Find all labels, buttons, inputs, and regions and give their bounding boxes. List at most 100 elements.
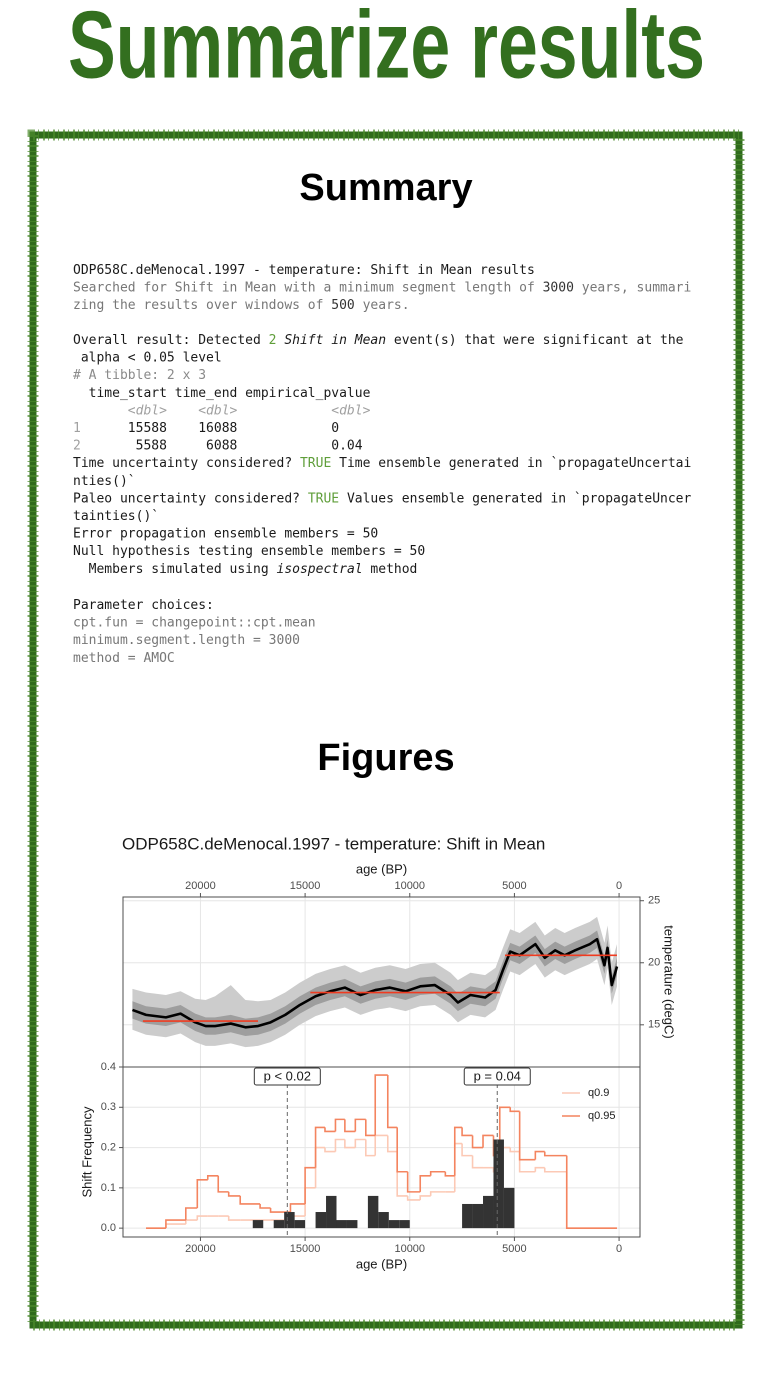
threshold-step <box>259 1203 271 1209</box>
console-line: Members simulated using isospectral meth… <box>73 561 417 576</box>
threshold-step <box>534 1166 545 1172</box>
threshold-step <box>453 1126 463 1176</box>
console-line: zing the results over windows of 500 yea… <box>73 298 410 313</box>
threshold-step <box>227 1216 241 1221</box>
console-line: 1 15588 16088 0 <box>73 421 339 436</box>
console-line: Time uncertainty considered? TRUE Time e… <box>73 456 691 471</box>
console-line: ODP658C.deMenocal.1997 - temperature: Sh… <box>73 263 535 278</box>
threshold-step <box>471 1155 484 1169</box>
legend-label: q0.95 <box>588 1110 616 1122</box>
threshold-step <box>365 1119 376 1137</box>
console-span: 2 <box>269 333 277 348</box>
console-line: tainties()` <box>73 509 159 524</box>
threshold-step <box>314 1126 325 1168</box>
x-tick-label: 10000 <box>394 880 425 892</box>
console-span: event(s) that were significant at the <box>386 333 684 348</box>
histogram-bar <box>273 1220 285 1229</box>
threshold-step <box>471 1135 484 1149</box>
threshold-step <box>344 1139 356 1149</box>
threshold-step <box>419 1195 431 1200</box>
threshold-step <box>217 1175 229 1193</box>
threshold-step <box>386 1075 398 1129</box>
console-line: alpha < 0.05 level <box>73 350 222 365</box>
histogram-bar <box>336 1220 347 1229</box>
threshold-step <box>196 1215 208 1221</box>
console-span: 3000 <box>543 280 574 295</box>
console-span: Values ensemble generated in `propagateU… <box>339 491 691 506</box>
histogram-bar <box>252 1220 264 1229</box>
median-line <box>131 937 619 1029</box>
histogram-bar <box>326 1195 337 1229</box>
console-span: tainties()` <box>73 509 159 524</box>
panel-data <box>123 897 640 1067</box>
threshold-step <box>324 1147 336 1153</box>
annotation-box <box>463 1067 531 1086</box>
console-span: TRUE <box>300 456 331 471</box>
x-tick-label: 5000 <box>502 880 526 892</box>
histogram-bar <box>493 1139 504 1229</box>
console-span: Error propagation ensemble members = 50 <box>73 526 378 541</box>
console-line: minimum.segment.length = 3000 <box>73 633 300 648</box>
y-tick-label: 15 <box>648 1019 660 1031</box>
threshold-step <box>518 1111 536 1161</box>
console-line: method = AMOC <box>73 650 175 665</box>
console-line: # A tibble: 2 x 3 <box>73 368 206 383</box>
threshold-step <box>165 1219 186 1229</box>
console-span: method = AMOC <box>73 650 175 665</box>
chart-title: ODP658C.deMenocal.1997 - temperature: Sh… <box>122 834 545 853</box>
y-tick-label: 0.4 <box>101 1061 116 1073</box>
x-tick-label: 20000 <box>185 880 216 892</box>
x-tick-label: 5000 <box>502 1243 526 1255</box>
x-tick-label: 0 <box>616 1243 622 1255</box>
console-span: Shift in Mean <box>284 333 386 348</box>
y-tick-label: 20 <box>648 957 660 969</box>
histogram-bar <box>462 1203 473 1229</box>
console-line: Paleo uncertainty considered? TRUE Value… <box>73 491 691 506</box>
threshold-step <box>543 1167 567 1173</box>
threshold-step <box>509 1147 520 1153</box>
console-span: Overall result: Detected <box>73 333 269 348</box>
console-span: Members simulated using <box>73 561 277 576</box>
threshold-step <box>334 1138 345 1152</box>
console-span: <dbl> <dbl> <dbl> <box>73 403 371 418</box>
threshold-step <box>206 1174 219 1180</box>
console-span: 1 <box>73 421 81 436</box>
x-tick-label: 0 <box>616 880 622 892</box>
slide-title: Summarize results <box>68 0 705 98</box>
threshold-step <box>269 1207 291 1213</box>
console-span: nties()` <box>73 473 136 488</box>
console-span: isospectral <box>277 561 363 576</box>
threshold-step <box>419 1174 431 1192</box>
x-tick-label: 20000 <box>185 1243 216 1255</box>
console-line: nties()` <box>73 473 136 488</box>
histogram-bar <box>399 1220 410 1229</box>
x-tick-label: 15000 <box>290 1243 321 1255</box>
histogram-bar <box>346 1220 358 1229</box>
console-line: Parameter choices: <box>73 598 214 613</box>
console-line: cpt.fun = changepoint::cpt.mean <box>73 615 316 630</box>
threshold-step <box>196 1178 208 1208</box>
console-line: Null hypothesis testing ensemble members… <box>73 544 425 559</box>
threshold-step <box>429 1191 446 1196</box>
histogram-bar <box>294 1220 306 1229</box>
threshold-step <box>304 1166 316 1204</box>
console-span: method <box>363 561 418 576</box>
panel-border <box>122 1066 641 1238</box>
threshold-step <box>461 1143 473 1157</box>
threshold-step <box>429 1170 446 1176</box>
threshold-step <box>543 1151 567 1157</box>
y-axis-title: Shift Frequency <box>79 1106 94 1198</box>
frame-texture <box>27 129 745 1331</box>
annotation-label: p = 0.04 <box>474 1068 521 1083</box>
console-line: Searched for Shift in Mean with a minimu… <box>73 280 691 295</box>
console-span: Searched for Shift in Mean with a minimu… <box>73 280 543 295</box>
threshold-step <box>227 1191 241 1197</box>
panel-data <box>123 1067 640 1237</box>
console-span: Time ensemble generated in `propagateUnc… <box>331 456 691 471</box>
console-span: alpha < 0.05 level <box>73 350 222 365</box>
console-span: years, summari <box>574 280 691 295</box>
histogram-bar <box>483 1195 494 1229</box>
console-line: <dbl> <dbl> <dbl> <box>73 403 371 418</box>
histogram-bar <box>315 1212 327 1229</box>
